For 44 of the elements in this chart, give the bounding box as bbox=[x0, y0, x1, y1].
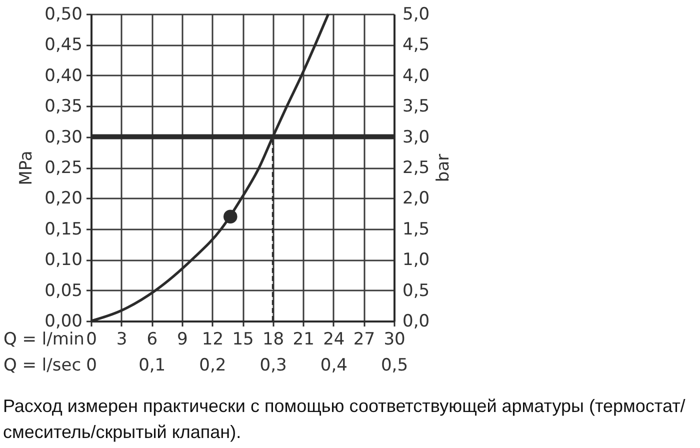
y-tick-label: 0,05 bbox=[44, 280, 82, 301]
y-tick-label: 0,30 bbox=[44, 127, 82, 148]
x-tick-label: 24 bbox=[323, 330, 345, 350]
y-tick-label: 0,50 bbox=[44, 4, 82, 24]
y2-tick-label: 4,0 bbox=[402, 66, 430, 86]
x2-tick-label: 0,4 bbox=[320, 356, 348, 376]
x2-tick-label: 0,3 bbox=[260, 356, 287, 376]
y-tick-label: 0,15 bbox=[44, 219, 82, 240]
y2-tick-label: 5,0 bbox=[402, 4, 430, 24]
x-tick-label: 27 bbox=[353, 330, 376, 350]
x-tick-label: 30 bbox=[384, 330, 406, 350]
x2-tick-label: 0 bbox=[86, 356, 97, 376]
x-tick-label: 0 bbox=[86, 330, 97, 350]
x2-tick-label: 0,5 bbox=[380, 356, 408, 376]
y-axis-title: MPa bbox=[16, 150, 36, 186]
x2-tick-label: 0,2 bbox=[199, 356, 226, 376]
y2-tick-label: 3,0 bbox=[402, 127, 430, 148]
y2-tick-label: 0,5 bbox=[402, 280, 430, 301]
x-axis-title: Q = l/min bbox=[4, 330, 84, 350]
x2-axis-title: Q = l/sec bbox=[4, 356, 82, 376]
y-tick-label: 0,45 bbox=[44, 35, 82, 56]
x-tick-label: 3 bbox=[116, 330, 128, 350]
y2-tick-label: 0,0 bbox=[402, 312, 430, 332]
y2-tick-label: 1,5 bbox=[402, 219, 430, 240]
y2-tick-label: 2,0 bbox=[402, 188, 430, 209]
x-tick-label: 15 bbox=[232, 330, 254, 350]
y-tick-label: 0,35 bbox=[44, 96, 82, 117]
x-tick-label: 12 bbox=[202, 330, 224, 350]
x-tick-label: 6 bbox=[146, 330, 158, 350]
x-tick-label: 18 bbox=[262, 330, 284, 350]
y2-axis-title: bar bbox=[434, 154, 454, 182]
x-tick-label: 9 bbox=[176, 330, 188, 350]
y2-tick-label: 1,0 bbox=[402, 250, 430, 270]
y2-tick-label: 3,5 bbox=[402, 96, 430, 117]
y-tick-label: 0,25 bbox=[44, 158, 82, 178]
y2-tick-label: 4,5 bbox=[402, 35, 430, 56]
x-tick-label: 21 bbox=[292, 330, 314, 350]
y-tick-label: 0,10 bbox=[44, 250, 82, 270]
y-tick-label: 0,20 bbox=[44, 188, 82, 209]
y-tick-label: 0,00 bbox=[44, 312, 82, 332]
y2-tick-label: 2,5 bbox=[402, 158, 430, 178]
x2-tick-label: 0,1 bbox=[138, 356, 166, 376]
text: Расход измерен практически с помощью соответствующей арматуры (термостат/смеситель/скрытый клапан). bbox=[3, 395, 686, 444]
y-tick-label: 0,40 bbox=[44, 66, 82, 86]
